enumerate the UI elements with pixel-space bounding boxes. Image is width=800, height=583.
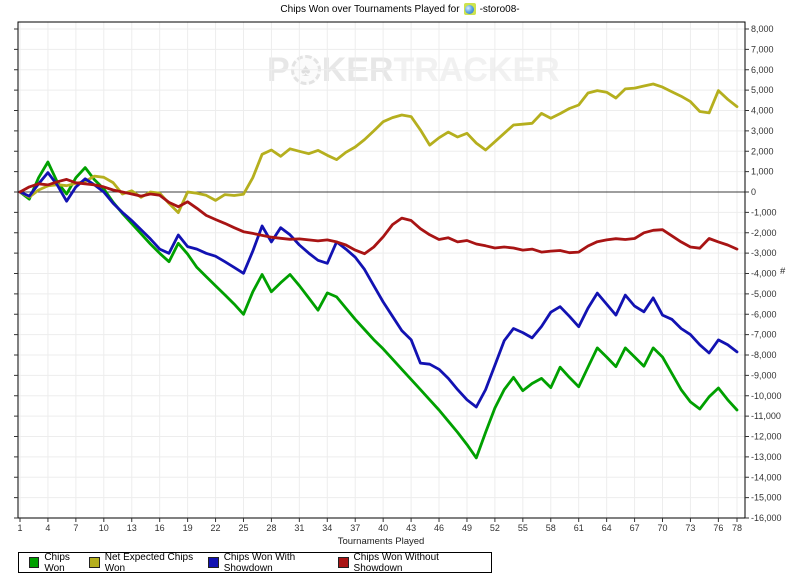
legend-item-chips-won-with-showdown: Chips Won With Showdown: [208, 552, 338, 574]
player-name: -storo08-: [479, 3, 520, 15]
x-tick-label: 55: [518, 523, 528, 533]
axis-ticks: 1 4 7 10 13 16 19 22 25 28 31 34 37 40 43 46 49 52 55 58 61 6…: [14, 24, 782, 533]
x-tick-label: 10: [99, 523, 109, 533]
x-tick-label: 34: [322, 523, 332, 533]
legend-label-chips-won-without-showdown: Chips Won Without Showdown: [353, 551, 439, 574]
x-tick-label: 52: [490, 523, 500, 533]
x-tick-label: 31: [294, 523, 304, 533]
y-tick-label: 0: [751, 187, 756, 197]
x-tick-label: 7: [73, 523, 78, 533]
y-tick-label: 1,000: [751, 167, 774, 177]
legend-label-chips-won: Chips Won: [44, 551, 70, 574]
x-tick-label: 67: [630, 523, 640, 533]
poker-site-icon: [463, 3, 476, 15]
x-tick-label: 4: [45, 523, 50, 533]
x-tick-label: 73: [685, 523, 695, 533]
x-axis-label: Tournaments Played: [337, 536, 425, 547]
x-tick-label: 70: [657, 523, 667, 533]
x-tick-label: 43: [406, 523, 416, 533]
y-tick-label: 3,000: [751, 126, 774, 136]
y-axis-label: #: [780, 266, 786, 277]
legend-swatch-chips-won-with-showdown: [208, 557, 219, 568]
y-tick-label: -5,000: [751, 289, 777, 299]
legend-item-chips-won-without-showdown: Chips Won Without Showdown: [338, 552, 481, 574]
y-tick-label: -12,000: [751, 432, 782, 442]
x-tick-label: 37: [350, 523, 360, 533]
x-tick-label: 46: [434, 523, 444, 533]
x-tick-label: 22: [211, 523, 221, 533]
y-tick-label: -10,000: [751, 391, 782, 401]
y-tick-label: 6,000: [751, 65, 774, 75]
legend-label-net-expected-chips-won: Net Expected Chips Won: [104, 551, 194, 574]
legend-label-chips-won-with-showdown: Chips Won With Showdown: [223, 551, 296, 574]
chips-won-line: [18, 160, 739, 460]
y-tick-label: -8,000: [751, 350, 777, 360]
gridlines: [18, 22, 745, 518]
y-tick-label: -2,000: [751, 228, 777, 238]
y-tick-label: -13,000: [751, 452, 782, 462]
legend-swatch-chips-won-without-showdown: [338, 557, 349, 568]
chart-title: Chips Won over Tournaments Played for -s…: [0, 3, 800, 15]
plot-border: [17, 21, 746, 519]
y-tick-label: 8,000: [751, 24, 774, 34]
chart-title-text: Chips Won over Tournaments Played for: [280, 3, 460, 15]
y-tick-label: -1,000: [751, 207, 777, 217]
y-tick-label: 4,000: [751, 106, 774, 116]
y-tick-label: -4,000: [751, 269, 777, 279]
y-tick-label: -11,000: [751, 411, 781, 421]
legend-swatch-chips-won: [29, 557, 40, 568]
x-tick-label: 1: [17, 523, 22, 533]
y-tick-label: -14,000: [751, 472, 782, 482]
y-tick-label: -15,000: [751, 493, 782, 503]
legend-item-net-expected-chips-won: Net Expected Chips Won: [89, 552, 208, 574]
x-tick-label: 76: [713, 523, 723, 533]
chips-won-without-showdown-line: [18, 177, 739, 256]
legend-swatch-net-expected-chips-won: [89, 557, 100, 568]
x-tick-label: 25: [238, 523, 248, 533]
y-tick-label: 7,000: [751, 44, 774, 54]
x-tick-label: 28: [266, 523, 276, 533]
x-tick-label: 19: [183, 523, 193, 533]
x-tick-label: 49: [462, 523, 472, 533]
x-tick-label: 78: [732, 523, 742, 533]
y-tick-label: -7,000: [751, 330, 777, 340]
y-tick-label: 5,000: [751, 85, 774, 95]
legend-item-chips-won: Chips Won: [29, 552, 89, 574]
y-tick-label: -9,000: [751, 370, 777, 380]
y-tick-label: -16,000: [751, 513, 782, 523]
x-tick-label: 16: [155, 523, 165, 533]
x-tick-label: 13: [127, 523, 137, 533]
x-tick-label: 40: [378, 523, 388, 533]
y-tick-label: 2,000: [751, 146, 774, 156]
chips-won-with-showdown-line: [18, 171, 739, 409]
x-tick-label: 61: [574, 523, 584, 533]
x-tick-label: 64: [602, 523, 612, 533]
y-tick-label: -3,000: [751, 248, 777, 258]
y-tick-label: -6,000: [751, 309, 777, 319]
chart-legend: Chips Won Net Expected Chips Won Chips Won…: [18, 552, 492, 574]
x-tick-label: 58: [546, 523, 556, 533]
